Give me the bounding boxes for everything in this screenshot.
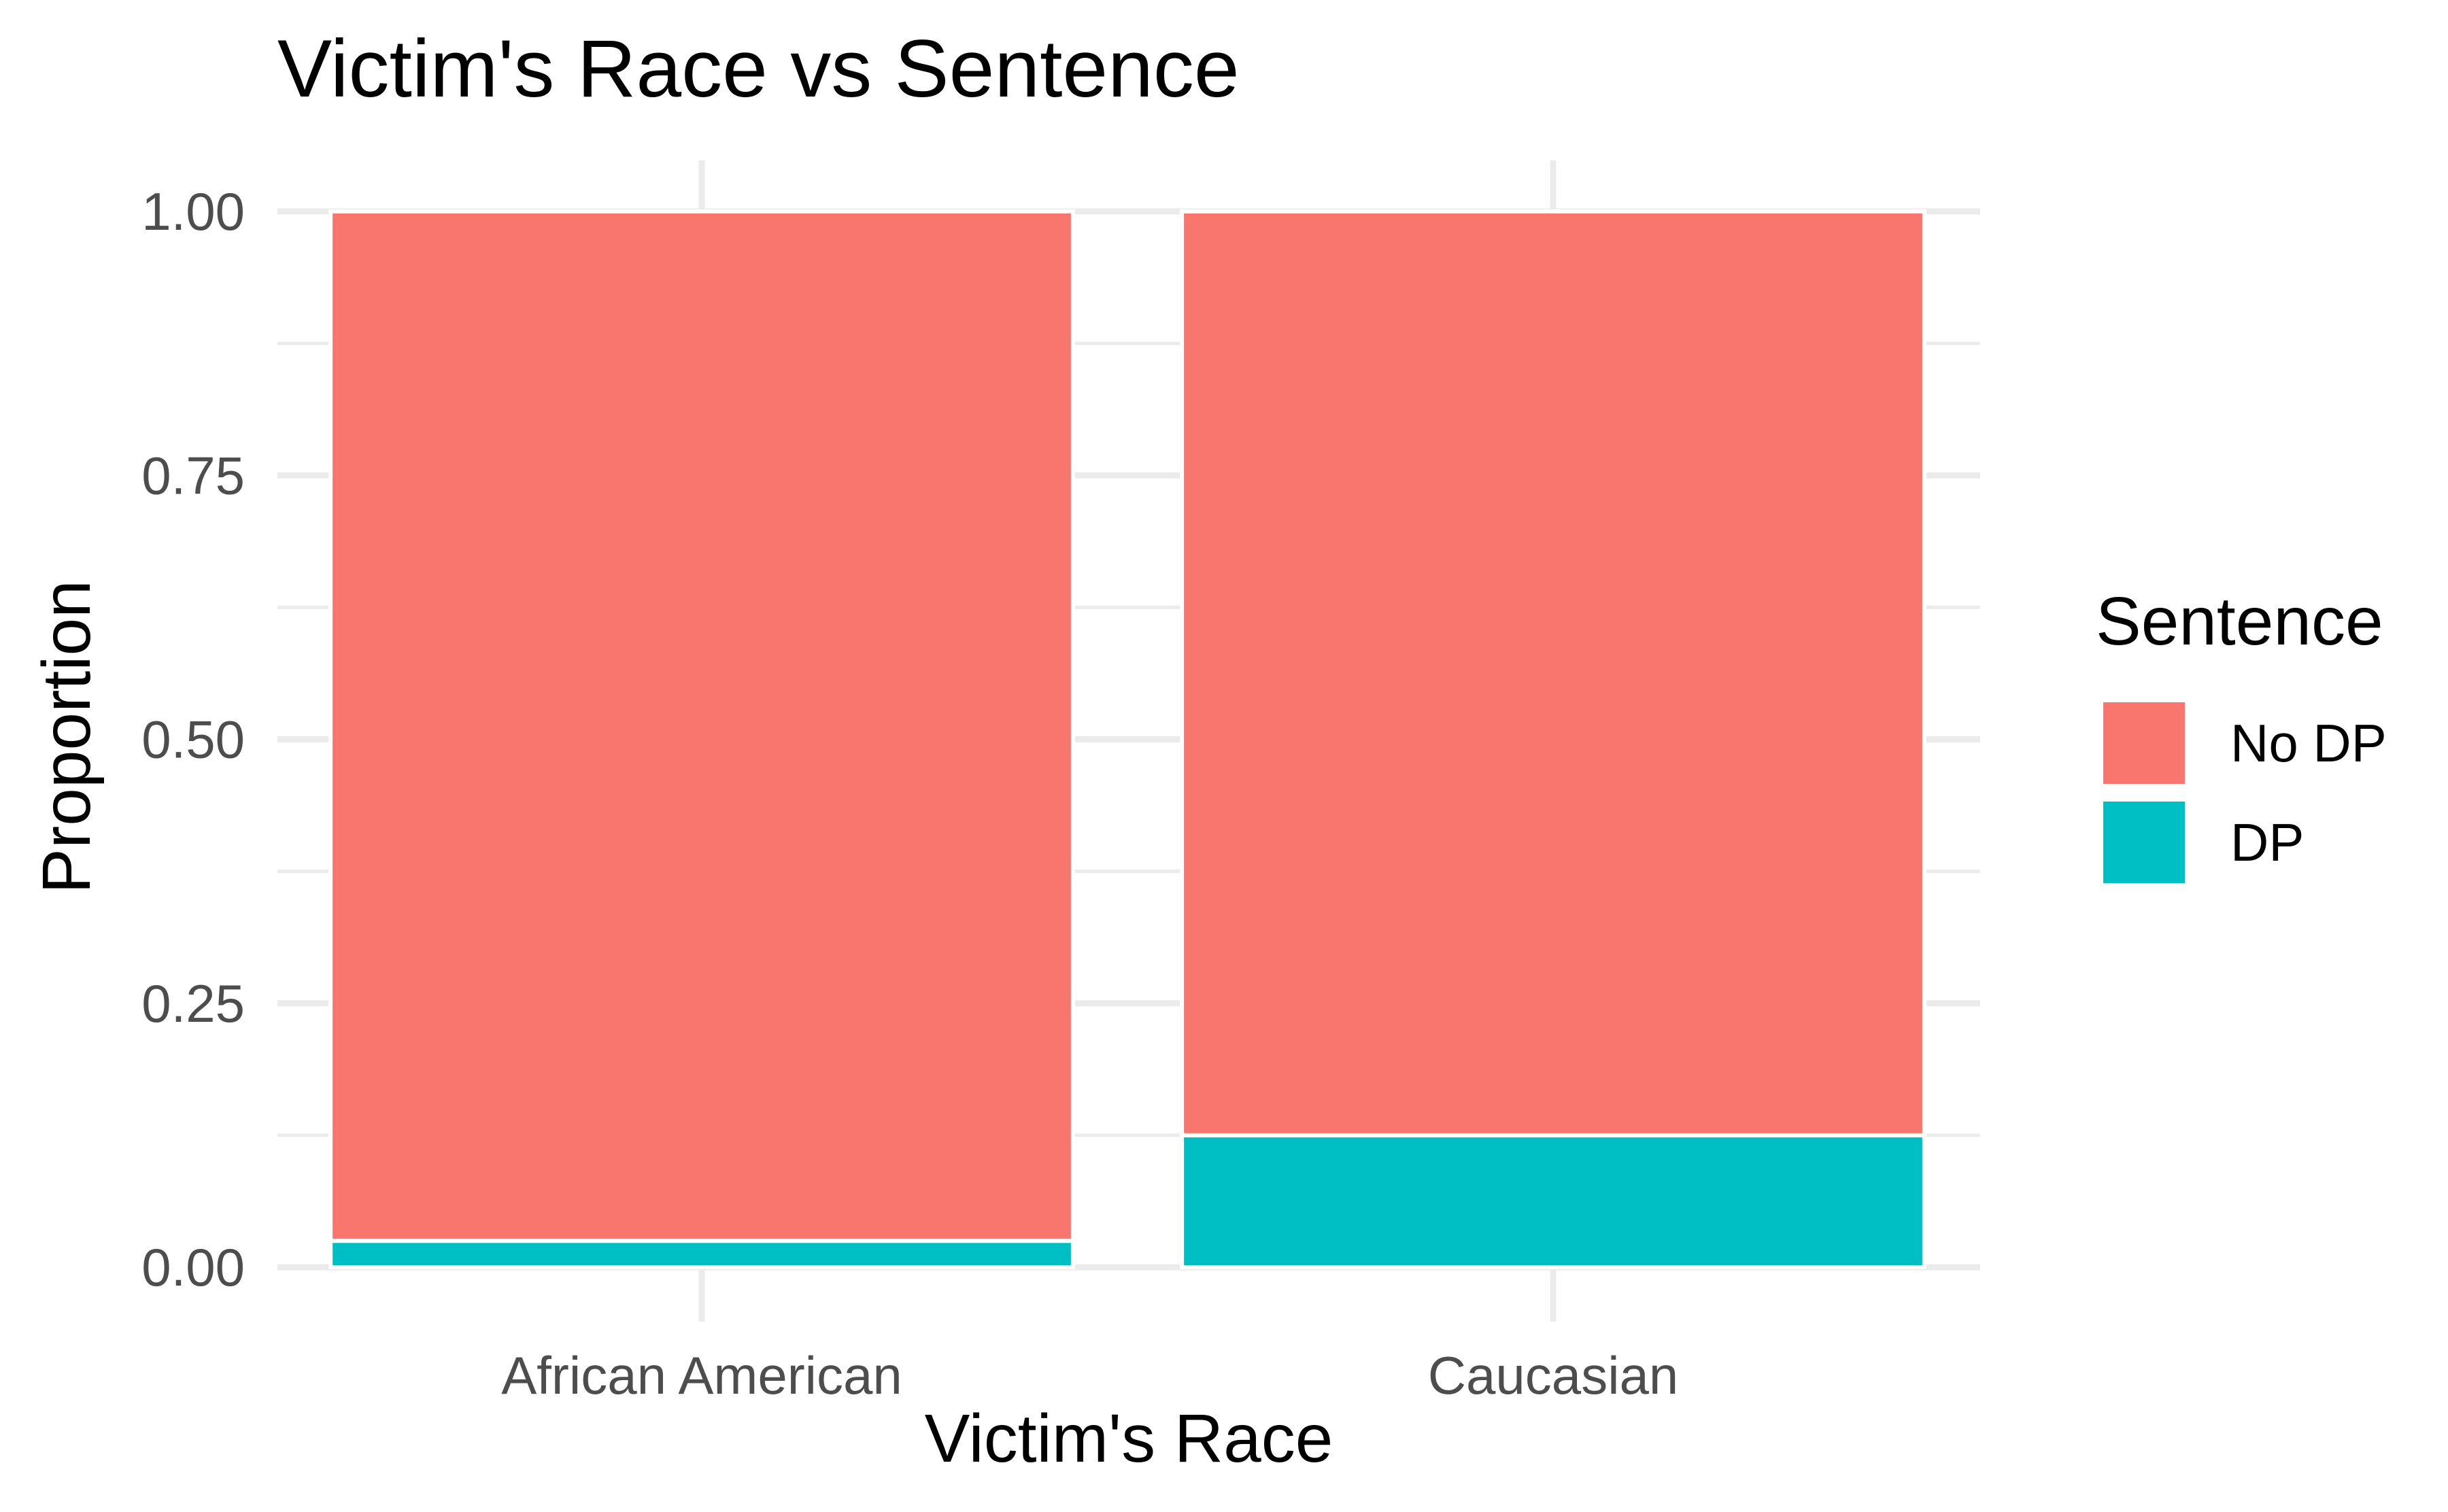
chart-title: Victim's Race vs Sentence <box>277 23 1240 114</box>
legend-key <box>2099 797 2189 887</box>
legend-items: No DP DP <box>2099 698 2387 887</box>
x-tick-label: Caucasian <box>1428 1345 1679 1405</box>
bars <box>328 209 1926 1270</box>
x-tick-labels: African American Caucasian <box>501 1345 1678 1405</box>
y-axis-title: Proportion <box>29 580 105 893</box>
legend-title: Sentence <box>2096 583 2383 659</box>
bar-segment <box>328 1239 1075 1270</box>
y-tick-label: 0.25 <box>141 974 245 1033</box>
y-tick-label: 0.00 <box>141 1237 245 1297</box>
bar-segment <box>328 209 1075 1243</box>
y-tick-labels: 0.00 0.25 0.50 0.75 1.00 <box>141 182 245 1297</box>
y-tick-label: 0.50 <box>141 710 245 770</box>
legend-label: No DP <box>2230 713 2387 773</box>
legend-label: DP <box>2230 812 2304 872</box>
y-tick-label: 1.00 <box>141 182 245 241</box>
legend-key <box>2099 698 2189 788</box>
bar-segment <box>1180 1133 1926 1269</box>
y-tick-label: 0.75 <box>141 445 245 505</box>
bar-segment <box>1180 209 1926 1137</box>
x-axis-title: Victim's Race <box>925 1401 1333 1477</box>
x-tick-label: African American <box>501 1345 902 1405</box>
legend: Sentence No DP DP <box>2096 583 2387 887</box>
